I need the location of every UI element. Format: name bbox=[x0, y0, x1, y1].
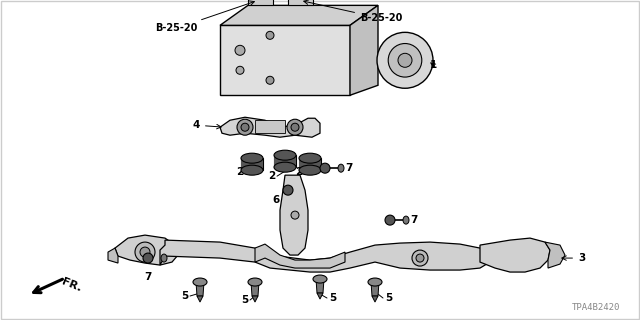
Polygon shape bbox=[251, 282, 259, 296]
Ellipse shape bbox=[299, 153, 321, 163]
Ellipse shape bbox=[274, 162, 296, 172]
Text: B-25-20: B-25-20 bbox=[155, 1, 254, 33]
Circle shape bbox=[320, 163, 330, 173]
Polygon shape bbox=[252, 296, 258, 302]
Ellipse shape bbox=[241, 153, 263, 163]
Text: 2: 2 bbox=[268, 171, 275, 181]
Polygon shape bbox=[316, 279, 324, 293]
Text: 7: 7 bbox=[144, 272, 152, 282]
Circle shape bbox=[283, 185, 293, 195]
Polygon shape bbox=[220, 25, 350, 95]
Polygon shape bbox=[545, 242, 565, 268]
Polygon shape bbox=[371, 282, 379, 296]
Circle shape bbox=[235, 45, 245, 55]
Ellipse shape bbox=[368, 278, 382, 286]
Text: 3: 3 bbox=[562, 253, 585, 263]
Text: 2: 2 bbox=[236, 167, 243, 177]
Text: 1: 1 bbox=[430, 60, 437, 70]
Circle shape bbox=[377, 32, 433, 88]
Polygon shape bbox=[280, 175, 308, 255]
Polygon shape bbox=[220, 117, 320, 137]
Text: 5: 5 bbox=[241, 295, 248, 305]
Text: 5: 5 bbox=[180, 291, 188, 301]
Circle shape bbox=[266, 76, 274, 84]
Polygon shape bbox=[255, 120, 285, 133]
Ellipse shape bbox=[313, 275, 327, 283]
Text: 2: 2 bbox=[295, 167, 302, 177]
Circle shape bbox=[416, 254, 424, 262]
Circle shape bbox=[135, 242, 155, 262]
Text: FR.: FR. bbox=[60, 276, 83, 293]
Polygon shape bbox=[255, 244, 345, 268]
Polygon shape bbox=[160, 240, 490, 272]
Polygon shape bbox=[299, 158, 321, 170]
Polygon shape bbox=[372, 296, 378, 302]
Ellipse shape bbox=[241, 165, 263, 175]
Ellipse shape bbox=[299, 165, 321, 175]
Circle shape bbox=[266, 31, 274, 39]
Circle shape bbox=[237, 119, 253, 135]
Polygon shape bbox=[274, 155, 296, 167]
Circle shape bbox=[287, 119, 303, 135]
Ellipse shape bbox=[338, 164, 344, 172]
Ellipse shape bbox=[161, 254, 167, 262]
Text: 4: 4 bbox=[193, 120, 221, 130]
Circle shape bbox=[388, 44, 422, 77]
Ellipse shape bbox=[193, 278, 207, 286]
Polygon shape bbox=[197, 296, 203, 302]
Polygon shape bbox=[220, 5, 378, 25]
Circle shape bbox=[398, 53, 412, 67]
Polygon shape bbox=[108, 248, 118, 263]
Text: TPA4B2420: TPA4B2420 bbox=[572, 303, 620, 312]
Polygon shape bbox=[115, 235, 178, 265]
Polygon shape bbox=[317, 293, 323, 299]
Circle shape bbox=[291, 211, 299, 219]
Circle shape bbox=[291, 123, 299, 131]
Text: 5: 5 bbox=[385, 293, 392, 303]
Polygon shape bbox=[480, 238, 550, 272]
Circle shape bbox=[140, 247, 150, 257]
Circle shape bbox=[143, 253, 153, 263]
Circle shape bbox=[412, 250, 428, 266]
Polygon shape bbox=[248, 0, 273, 5]
Polygon shape bbox=[288, 0, 313, 5]
Circle shape bbox=[236, 66, 244, 74]
Text: B-25-20: B-25-20 bbox=[304, 0, 403, 23]
Text: 7: 7 bbox=[345, 163, 353, 173]
Circle shape bbox=[241, 123, 249, 131]
Polygon shape bbox=[241, 158, 263, 170]
Text: 5: 5 bbox=[329, 293, 336, 303]
Text: 7: 7 bbox=[410, 215, 417, 225]
Ellipse shape bbox=[274, 150, 296, 160]
Polygon shape bbox=[196, 282, 204, 296]
Ellipse shape bbox=[248, 278, 262, 286]
Ellipse shape bbox=[403, 216, 409, 224]
Polygon shape bbox=[350, 5, 378, 95]
Circle shape bbox=[385, 215, 395, 225]
Text: 6: 6 bbox=[273, 195, 280, 205]
